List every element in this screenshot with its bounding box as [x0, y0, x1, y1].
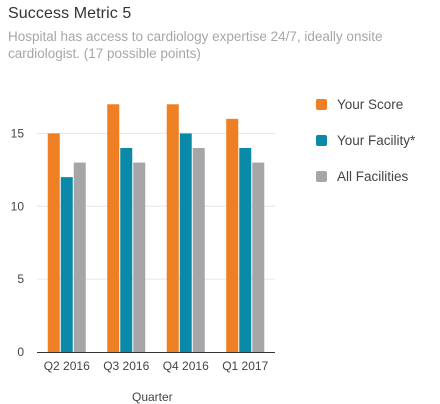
- bar[interactable]: [133, 162, 146, 352]
- y-tick-label: 15: [11, 126, 25, 140]
- y-tick-label: 5: [17, 272, 24, 286]
- y-axis-ticks: 0 5 10 15: [11, 126, 25, 359]
- bar[interactable]: [60, 177, 73, 352]
- x-tick-label: Q4 2016: [163, 359, 209, 373]
- y-tick-label: 10: [11, 199, 25, 213]
- legend: Your Score Your Facility* All Facilities: [316, 96, 415, 204]
- legend-item-your-facility[interactable]: Your Facility*: [316, 132, 415, 149]
- bar[interactable]: [226, 118, 239, 352]
- x-tick-label: Q3 2016: [103, 359, 149, 373]
- bar[interactable]: [47, 133, 60, 352]
- legend-label: All Facilities: [337, 169, 409, 184]
- bars: [47, 104, 265, 353]
- legend-label: Your Score: [337, 97, 404, 112]
- x-tick-label: Q2 2016: [44, 359, 90, 373]
- bar[interactable]: [120, 148, 133, 352]
- bar[interactable]: [192, 148, 205, 352]
- legend-item-all-facilities[interactable]: All Facilities: [316, 168, 415, 185]
- legend-swatch: [316, 99, 327, 110]
- y-tick-label: 0: [17, 345, 24, 359]
- x-tick-label: Q1 2017: [222, 359, 268, 373]
- legend-label: Your Facility*: [337, 133, 416, 148]
- legend-swatch: [316, 171, 327, 182]
- chart-subtitle: Hospital has access to cardiology expert…: [8, 29, 383, 61]
- chart-title: Success Metric 5: [8, 5, 132, 22]
- bar[interactable]: [107, 104, 120, 353]
- bar[interactable]: [179, 133, 192, 352]
- bar[interactable]: [73, 162, 86, 352]
- legend-swatch: [316, 135, 327, 146]
- x-axis-ticks: Q2 2016 Q3 2016 Q4 2016 Q1 2017: [44, 359, 269, 373]
- bar[interactable]: [166, 104, 179, 353]
- x-axis-label: Quarter: [132, 390, 173, 404]
- legend-item-your-score[interactable]: Your Score: [316, 96, 415, 113]
- bar[interactable]: [252, 162, 265, 352]
- bar[interactable]: [239, 148, 252, 352]
